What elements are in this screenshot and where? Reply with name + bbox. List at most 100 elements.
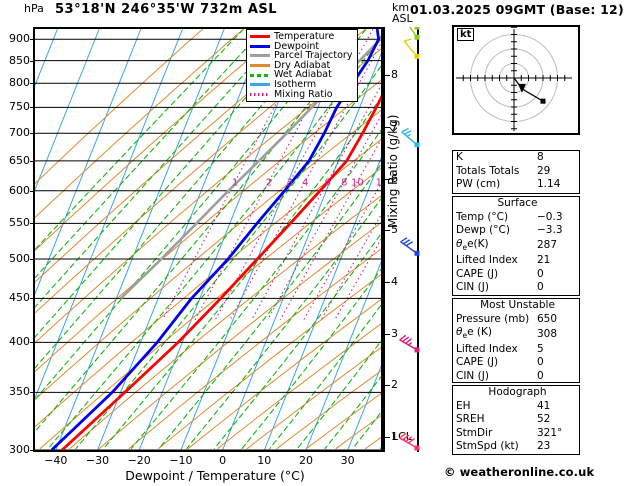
- height-tick: [385, 178, 390, 180]
- legend-item: Wet Adiabat: [250, 70, 354, 80]
- table-row-label: StmSpd (kt): [456, 440, 519, 452]
- dewpoint-curve: [50, 29, 380, 450]
- pressure-tick: [30, 298, 35, 300]
- isobar-lines: [35, 38, 381, 450]
- table-section-title: Surface: [497, 197, 538, 209]
- pressure-tick: [30, 83, 35, 85]
- table-row: CAPE (J) 0: [453, 268, 579, 282]
- table-row-label: CAPE (J): [456, 267, 499, 280]
- table-row-label: Pressure (mb): [456, 312, 530, 325]
- pressure-tick: [30, 160, 35, 162]
- legend-label: Temperature: [274, 31, 335, 43]
- height-tick-label: 3: [391, 326, 398, 340]
- table-row: Lifted Index 21: [453, 254, 579, 268]
- legend: Temperature Dewpoint Parcel Trajectory Dry …: [246, 29, 358, 103]
- table-row-value: 0: [537, 267, 544, 280]
- height-tick-label: 2: [391, 378, 398, 392]
- table-row-label: PW (cm): [456, 178, 501, 190]
- height-tick-label: 1: [391, 430, 398, 444]
- pressure-tick: [30, 39, 35, 41]
- legend-label: Dry Adiabat: [274, 59, 331, 71]
- wind-barb-column: [395, 27, 445, 452]
- temperature-curve: [61, 95, 381, 450]
- legend-label: Isotherm: [274, 79, 317, 91]
- mixing-ratio-labels: 12346810152025: [232, 178, 381, 189]
- model-run-title: 01.03.2025 09GMT (Base: 12): [410, 2, 624, 17]
- pressure-unit-label: hPa: [24, 2, 44, 15]
- legend-item: Parcel Trajectory: [250, 51, 354, 61]
- table-row: StmDir 321°: [453, 427, 579, 441]
- table-row-value: 321°: [537, 426, 563, 439]
- table-row-value: −3.3: [537, 224, 563, 236]
- table-row: Pressure (mb) 650: [453, 313, 579, 327]
- table-row-label: Dewp (°C): [456, 224, 510, 236]
- height-unit-km: km: [392, 1, 410, 14]
- height-tick-label: 4: [391, 275, 398, 289]
- temperature-tick-label: −10: [169, 454, 193, 467]
- mixing-ratio-lines: [162, 29, 381, 321]
- table-row-value: 29: [537, 164, 551, 177]
- table-row: StmSpd (kt) 23: [453, 440, 579, 454]
- table-row: PW (cm) 1.14: [453, 178, 579, 192]
- mixing-ratio-label: 6: [325, 178, 331, 189]
- legend-swatch: [250, 92, 270, 96]
- table-row-value: 0: [537, 369, 544, 382]
- table-row: Lifted Index 5: [453, 343, 579, 357]
- pressure-tick: [30, 259, 35, 260]
- legend-item: Isotherm: [250, 80, 354, 90]
- table-row-value: 8: [537, 151, 544, 163]
- temperature-tick-label: 20: [298, 454, 313, 467]
- table-row: Dewp (°C) −3.3: [453, 224, 579, 238]
- height-tick-label: 5: [391, 223, 398, 237]
- legend-swatch: [250, 64, 270, 68]
- table-row-value: 23: [537, 440, 551, 452]
- parcel-trajectory-curve: [119, 36, 381, 300]
- wind-barb: [401, 127, 420, 148]
- table-row: CIN (J) 0: [453, 370, 579, 384]
- temperature-tick-label: 30: [340, 454, 355, 467]
- height-axis-line: [383, 27, 385, 452]
- surface-table: Surface Temp (°C) −0.3 Dewp (°C) −3.3 θee(K) 2…: [452, 196, 580, 296]
- table-section-title: Hodograph: [488, 386, 547, 398]
- temperature-tick-label: 10: [257, 454, 272, 467]
- table-row-label: θee(K): [456, 237, 489, 252]
- table-row-value: 0: [537, 356, 544, 369]
- hodograph-unit-label: kt: [457, 28, 475, 41]
- table-row-label: CIN (J): [456, 369, 489, 382]
- skewt-svg: 12346810152025: [35, 29, 381, 450]
- legend-label: Dewpoint: [274, 40, 320, 52]
- pressure-tick-label: 350: [9, 385, 30, 399]
- wind-barb: [403, 38, 420, 59]
- table-row-value: 287: [537, 239, 558, 252]
- copyright-notice: © weatheronline.co.uk: [444, 465, 595, 479]
- wind-barb-anchor: [414, 142, 420, 148]
- wind-barb-spine: [417, 27, 419, 452]
- height-tick: [385, 230, 390, 232]
- pressure-tick: [30, 190, 35, 192]
- most-unstable-table: Most Unstable Pressure (mb) 650 θee (K) 308 L…: [452, 298, 580, 383]
- hodograph-storm-motion-marker: [517, 83, 526, 93]
- legend-swatch: [250, 44, 270, 48]
- legend-item: Dewpoint: [250, 42, 354, 52]
- legend-label: Wet Adiabat: [274, 69, 332, 81]
- table-section-title: Most Unstable: [480, 299, 555, 311]
- legend-swatch: [250, 83, 270, 87]
- table-row: Totals Totals 29: [453, 165, 579, 179]
- pressure-tick-label: 550: [9, 216, 30, 230]
- pressure-tick: [30, 60, 35, 62]
- table-row-label: Totals Totals: [456, 164, 520, 177]
- pressure-tick-label: 500: [9, 252, 30, 265]
- mixing-ratio-label: 8: [341, 178, 347, 189]
- indices-table: K 8 Totals Totals 29 PW (cm) 1.14: [452, 150, 580, 194]
- table-row: SREH 52: [453, 413, 579, 427]
- table-row-value: 41: [537, 399, 551, 412]
- mixing-ratio-label: 3: [287, 178, 293, 189]
- height-tick-label: 8: [391, 68, 398, 82]
- x-axis-title: Dewpoint / Temperature (°C): [125, 468, 305, 483]
- table-row-label: EH: [456, 399, 471, 412]
- pressure-tick: [30, 392, 35, 394]
- station-title: 53°18'N 246°35'W 732m ASL: [55, 2, 278, 17]
- mixing-ratio-label: 4: [302, 178, 308, 189]
- mixing-ratio-label: 2: [266, 178, 272, 189]
- pressure-tick: [30, 450, 35, 451]
